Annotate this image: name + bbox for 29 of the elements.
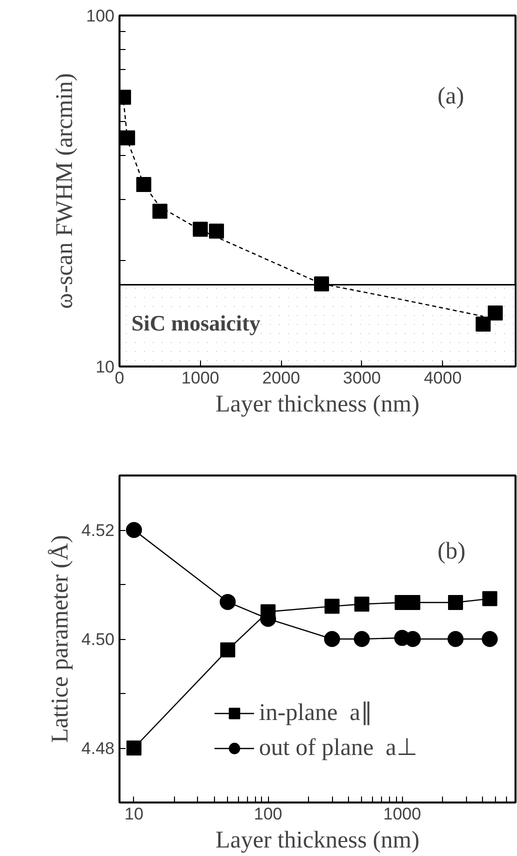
y-axis-title: Lattice parameter (Å)	[47, 535, 74, 743]
x-tick-label: 3000	[343, 368, 381, 388]
x-tick-label: 0	[114, 368, 124, 388]
y-axis-title: ω-scan FWHM (arcmin)	[52, 73, 78, 309]
x-tick-label: 2000	[262, 368, 300, 388]
x-tick-label: 1000	[181, 368, 220, 388]
x-tick-label: 100	[254, 804, 282, 824]
point	[120, 130, 136, 146]
x-axis-title: Layer thickness (nm)	[216, 392, 420, 418]
point	[192, 222, 208, 237]
point	[136, 177, 152, 192]
annotation: (b)	[438, 538, 466, 564]
y-tick-label: 4.52	[81, 521, 115, 540]
legend-label: in-plane a∥	[259, 699, 372, 727]
x-tick-label: 1000	[383, 804, 422, 824]
point	[314, 276, 330, 292]
legend-label: out of plane a⊥	[259, 734, 418, 762]
point	[476, 316, 491, 332]
x-tick-label: 10	[124, 804, 144, 824]
band-label: SiC mosaicity	[131, 310, 260, 336]
annotation: (a)	[438, 84, 464, 110]
point	[152, 204, 168, 219]
point	[208, 224, 224, 239]
y-tick-label: 100	[86, 6, 115, 26]
y-tick-label: 4.48	[81, 739, 115, 758]
y-tick-label: 4.50	[81, 630, 115, 649]
x-tick-label: 4000	[424, 368, 462, 388]
point	[488, 306, 503, 321]
x-axis-title: Layer thickness (nm)	[216, 828, 420, 854]
